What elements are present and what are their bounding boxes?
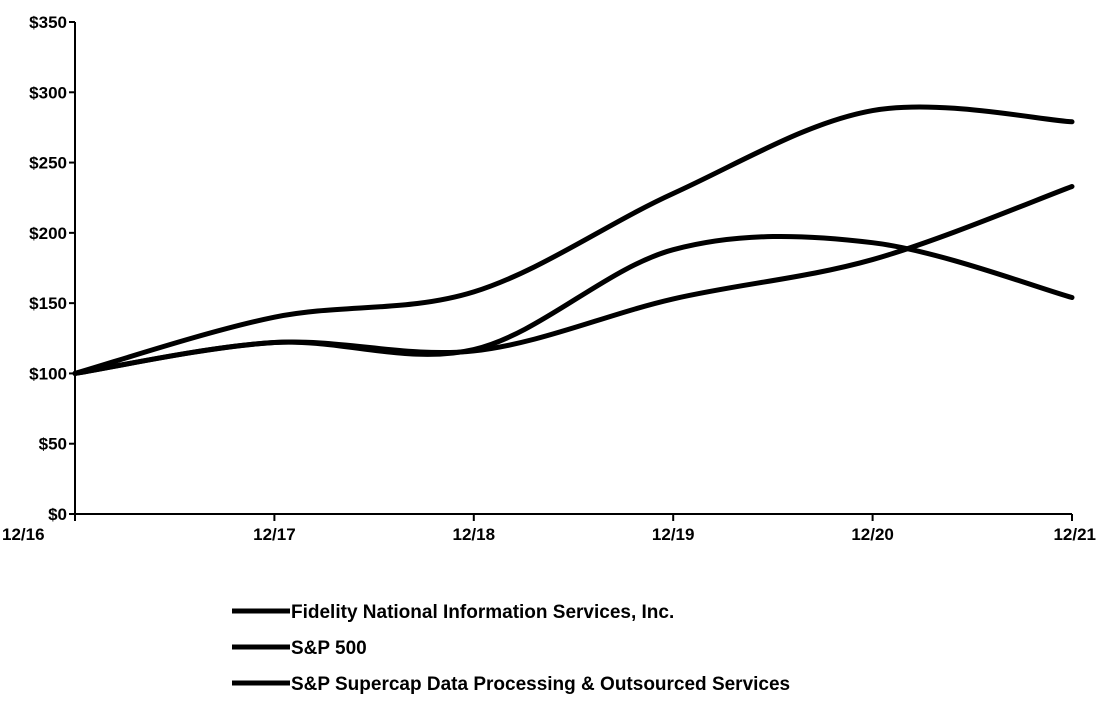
y-tick-label: $200 <box>29 224 67 243</box>
y-tick-label: $350 <box>29 13 67 32</box>
x-tick-label: 12/18 <box>453 525 496 544</box>
y-tick-label: $0 <box>48 505 67 524</box>
chart-axes <box>74 22 1072 515</box>
y-axis-ticks: $0 $50 $100 $150 $200 $250 $300 $350 <box>29 13 75 524</box>
x-tick-label: 12/20 <box>851 525 894 544</box>
x-axis-ticks: 12/16 12/17 12/18 12/19 12/20 12/21 <box>2 514 1096 544</box>
legend-label: S&P Supercap Data Processing & Outsource… <box>291 674 790 695</box>
x-tick-label: 12/21 <box>1053 525 1096 544</box>
series-lines <box>72 104 1075 376</box>
legend-label: S&P 500 <box>291 638 367 659</box>
series-line-1 <box>72 233 1075 376</box>
y-tick-label: $250 <box>29 154 67 173</box>
legend: Fidelity National Information Services, … <box>232 602 790 695</box>
y-tick-label: $300 <box>29 83 67 102</box>
legend-label: Fidelity National Information Services, … <box>291 602 674 623</box>
series-line-2 <box>72 183 1075 376</box>
x-tick-label: 12/16 <box>2 525 45 544</box>
x-tick-label: 12/17 <box>253 525 296 544</box>
y-tick-label: $50 <box>39 435 67 454</box>
x-tick-label: 12/19 <box>652 525 695 544</box>
y-tick-label: $100 <box>29 364 67 383</box>
series-line-3 <box>72 104 1075 376</box>
y-tick-label: $150 <box>29 294 67 313</box>
